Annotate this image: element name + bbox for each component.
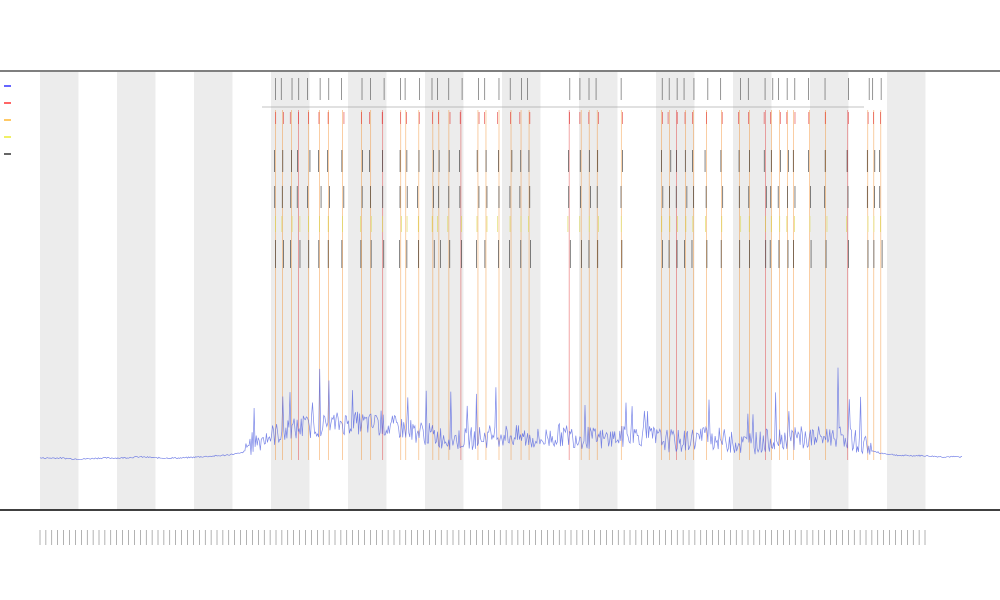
background-band xyxy=(40,72,79,510)
signal-line xyxy=(39,367,963,461)
peak-markers xyxy=(274,78,883,460)
legend xyxy=(4,85,11,155)
background-band xyxy=(810,72,849,510)
background-band xyxy=(348,72,387,510)
background-band xyxy=(887,72,926,510)
background-bands xyxy=(40,72,926,510)
background-band xyxy=(117,72,156,510)
background-band xyxy=(194,72,233,510)
signal-series xyxy=(39,367,963,461)
background-band xyxy=(271,72,310,510)
background-band xyxy=(425,72,464,510)
x-tick-labels xyxy=(39,530,926,545)
